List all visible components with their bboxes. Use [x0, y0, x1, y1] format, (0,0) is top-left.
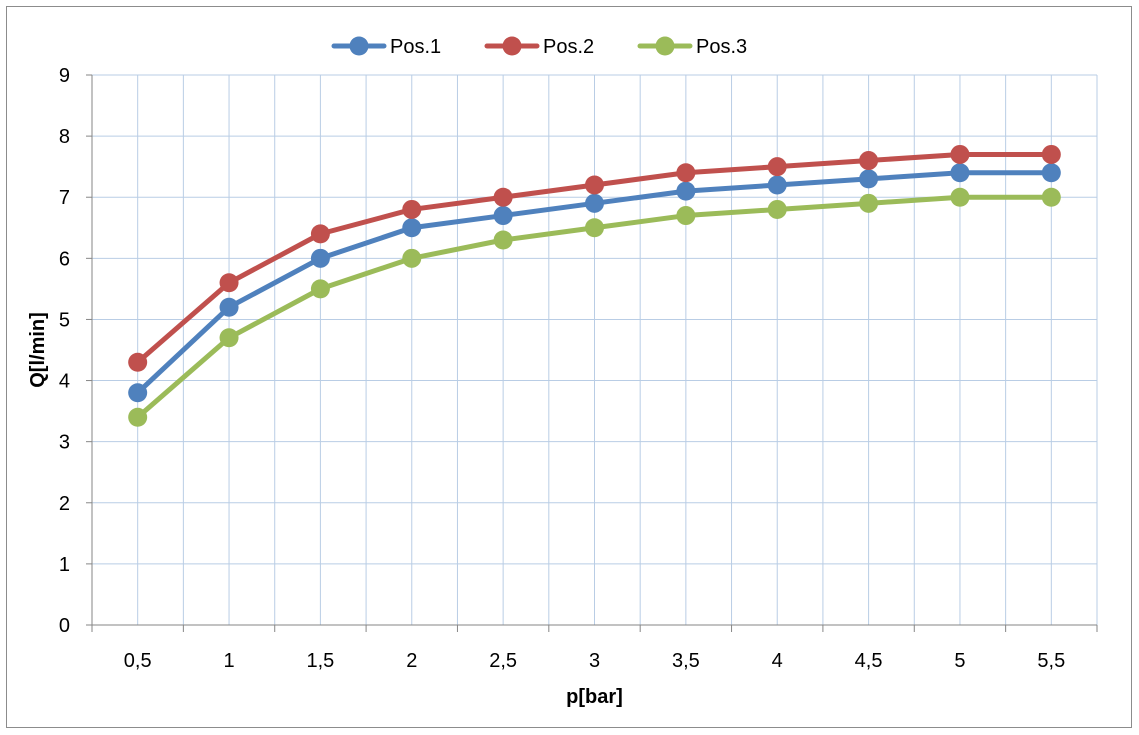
- data-point-pos-1: [676, 181, 696, 201]
- data-point-pos-2: [859, 151, 879, 171]
- x-tick-label: 2: [406, 650, 417, 672]
- data-point-pos-1: [402, 218, 422, 238]
- y-tick-label: 1: [59, 554, 70, 576]
- data-point-pos-1: [1041, 163, 1061, 183]
- data-point-pos-3: [950, 187, 970, 207]
- x-tick-label: 3: [589, 650, 600, 672]
- data-point-pos-2: [1041, 144, 1061, 164]
- legend-label-pos-1: Pos.1: [390, 36, 441, 58]
- legend-label-pos-3: Pos.3: [696, 36, 747, 58]
- data-point-pos-3: [585, 218, 604, 238]
- y-tick-label: 6: [59, 248, 70, 270]
- axes: 0 1 2 3 4 5 6 7 8 9 0,5 1 1,5 2 2,5 3 3,5 4 4,5 5 5,5: [59, 65, 1098, 672]
- data-point-pos-3: [402, 248, 422, 268]
- data-point-pos-3: [676, 206, 696, 226]
- data-point-pos-2: [493, 187, 513, 207]
- data-point-pos-2: [676, 163, 696, 183]
- data-point-pos-3: [859, 193, 879, 213]
- data-point-pos-1: [310, 248, 330, 268]
- data-point-pos-3: [1041, 187, 1061, 207]
- x-tick-label: 1,5: [307, 650, 335, 672]
- y-tick-label: 5: [59, 309, 70, 331]
- data-point-pos-1: [219, 297, 239, 317]
- data-point-pos-2: [402, 199, 422, 219]
- data-point-pos-1: [767, 175, 787, 195]
- data-point-pos-2: [950, 144, 970, 164]
- y-tick-label: 2: [59, 493, 70, 515]
- data-point-pos-2: [310, 224, 330, 244]
- y-tick-label: 0: [59, 615, 70, 637]
- data-point-pos-3: [310, 279, 330, 299]
- y-tick-label: 3: [59, 432, 70, 454]
- legend-label-pos-2: Pos.2: [543, 36, 594, 58]
- data-point-pos-3: [128, 407, 148, 427]
- x-tick-label: 4: [772, 650, 783, 672]
- x-tick-label: 2,5: [489, 650, 517, 672]
- y-axis-title: Q[l/min]: [27, 312, 49, 388]
- legend-marker-pos-2: [502, 36, 522, 56]
- data-point-pos-2: [219, 273, 239, 293]
- x-tick-label: 5,5: [1037, 650, 1065, 672]
- data-point-pos-1: [950, 163, 970, 183]
- data-point-pos-2: [585, 175, 604, 195]
- data-point-pos-1: [493, 206, 513, 226]
- data-point-pos-1: [585, 193, 604, 213]
- legend-marker-pos-3: [655, 36, 675, 56]
- data-point-pos-2: [767, 157, 787, 177]
- series-group: [128, 144, 1061, 427]
- data-point-pos-3: [767, 199, 787, 219]
- x-tick-label: 5: [954, 650, 965, 672]
- data-point-pos-1: [859, 169, 879, 189]
- y-tick-label: 8: [59, 126, 70, 148]
- x-axis-title: p[bar]: [566, 686, 623, 708]
- x-tick-label: 4,5: [855, 650, 883, 672]
- legend: Pos.1 Pos.2 Pos.3: [331, 36, 747, 58]
- x-tick-label: 3,5: [672, 650, 700, 672]
- y-tick-label: 7: [59, 187, 70, 209]
- data-point-pos-1: [128, 383, 148, 403]
- data-point-pos-3: [219, 328, 239, 348]
- y-tick-label: 4: [59, 371, 70, 393]
- data-point-pos-3: [493, 230, 513, 250]
- y-tick-label: 9: [59, 65, 70, 87]
- legend-marker-pos-1: [349, 36, 369, 56]
- x-tick-label: 0,5: [124, 650, 152, 672]
- x-tick-label: 1: [223, 650, 234, 672]
- data-point-pos-2: [128, 352, 148, 372]
